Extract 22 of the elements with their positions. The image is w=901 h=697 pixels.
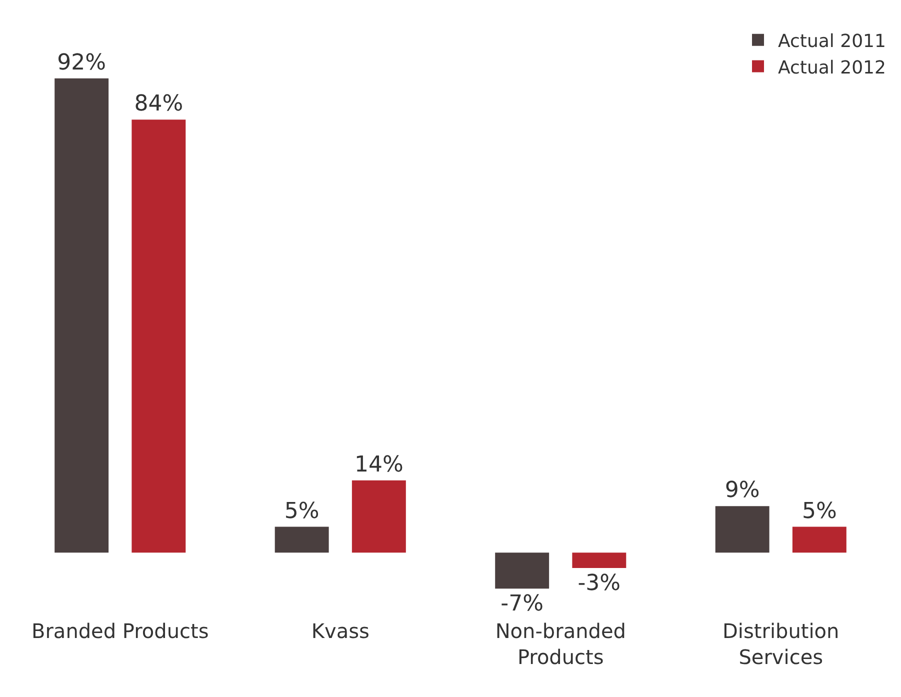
data-label: 92% [57,50,106,76]
x-tick-label: Branded Products [31,619,209,643]
data-label: -7% [500,592,544,617]
data-label: 9% [724,478,760,504]
data-label: 5% [802,498,837,524]
data-label: -3% [578,571,621,596]
bar [715,506,770,553]
legend-label: Actual 2011 [778,30,886,52]
x-tick-label: Kvass [311,619,370,643]
bar [352,480,406,553]
bar [792,526,846,553]
bar [54,78,109,553]
x-tick-label: Non-branded Products [495,619,626,669]
legend-label: Actual 2012 [778,57,886,78]
bar [132,120,186,553]
x-tick-label: Distribution Services [722,619,840,669]
data-label: 5% [284,498,320,524]
data-label: 14% [354,452,404,478]
data-label: 84% [134,92,184,117]
bar [274,526,329,553]
bar [572,552,626,568]
bar [495,552,550,589]
